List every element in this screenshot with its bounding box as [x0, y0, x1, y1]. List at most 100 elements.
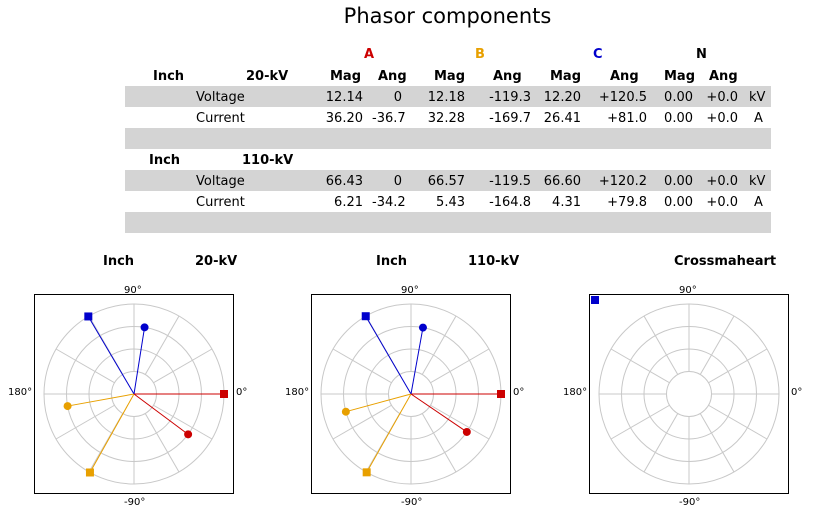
n-ang: +0.0 [706, 111, 738, 126]
row-label: Voltage [196, 174, 245, 189]
b-mag: 5.43 [436, 195, 465, 210]
grid-radial [144, 315, 180, 375]
n-ang: +0.0 [706, 195, 738, 210]
b-ang: -169.7 [489, 111, 531, 126]
a-mag: 66.43 [325, 174, 363, 189]
row-band [125, 212, 771, 233]
row-band [125, 170, 771, 191]
c-mag: 12.20 [543, 90, 581, 105]
grid-radial [332, 404, 392, 440]
plot-2-voltage-level: 110-kV [468, 254, 520, 269]
voltage-marker-b [362, 468, 371, 477]
col-header-n-mag: Mag [664, 69, 696, 84]
c-ang: +81.0 [607, 111, 647, 126]
current-marker-b [341, 407, 350, 416]
unit: A [754, 195, 763, 210]
c-mag: 66.60 [543, 174, 581, 189]
a-mag: 36.20 [325, 111, 363, 126]
unit: A [754, 111, 763, 126]
section-2-voltage-level: 110-kV [242, 153, 294, 168]
current-marker-c [140, 323, 149, 332]
phase-a-header: A [364, 47, 375, 62]
a-ang: -36.7 [372, 111, 406, 126]
voltage-marker-a [220, 390, 228, 398]
axis-label-top: 90° [401, 285, 419, 296]
phasor-plot-20kv [34, 294, 234, 494]
axis-label-left: 180° [563, 387, 588, 398]
unit: kV [749, 174, 766, 189]
current-marker-b [63, 402, 72, 411]
a-ang: 0 [393, 90, 402, 105]
grid-radial [708, 348, 768, 384]
section-1-location: Inch [153, 69, 185, 84]
corner-marker [591, 296, 599, 304]
grid-radial [643, 413, 679, 473]
c-mag: 26.41 [543, 111, 581, 126]
b-ang: -164.8 [489, 195, 531, 210]
col-header-a-ang: Ang [378, 69, 407, 84]
row-label: Voltage [196, 90, 245, 105]
current-phasor-c [410, 327, 424, 395]
axis-label-left: 180° [8, 387, 33, 398]
axis-label-top: 90° [124, 285, 142, 296]
c-mag: 4.31 [552, 195, 581, 210]
axis-label-bottom: -90° [679, 497, 701, 508]
grid-radial [421, 413, 457, 473]
section-2-location: Inch [149, 153, 181, 168]
phase-c-header: C [593, 47, 603, 62]
grid-radial [430, 348, 490, 384]
current-marker-a [462, 427, 471, 436]
axis-label-left: 180° [285, 387, 310, 398]
axis-label-right: 0° [791, 387, 803, 398]
axis-label-top: 90° [679, 285, 697, 296]
grid-radial [144, 413, 180, 473]
phasor-plot-110kv [311, 294, 511, 494]
phase-b-header: B [475, 47, 485, 62]
plot-1-voltage-level: 20-kV [195, 254, 238, 269]
grid-radial [55, 404, 115, 440]
voltage-marker-c [361, 312, 370, 321]
b-mag: 32.28 [427, 111, 465, 126]
c-ang: +120.5 [598, 90, 647, 105]
row-band [125, 86, 771, 107]
grid-radial [421, 315, 457, 375]
grid-radial [699, 315, 735, 375]
grid-circle [666, 371, 712, 417]
phase-n-header: N [696, 47, 707, 62]
plot-1-location: Inch [103, 254, 135, 269]
grid-radial [153, 348, 213, 384]
section-1-voltage-level: 20-kV [246, 69, 289, 84]
b-mag: 12.18 [427, 90, 465, 105]
n-mag: 0.00 [664, 174, 693, 189]
col-header-b-mag: Mag [434, 69, 466, 84]
b-ang: -119.5 [489, 174, 531, 189]
col-header-b-ang: Ang [493, 69, 522, 84]
row-label: Current [196, 111, 245, 126]
polar-chart [43, 303, 228, 485]
c-ang: +79.8 [607, 195, 647, 210]
axis-label-bottom: -90° [124, 497, 146, 508]
current-phasor-c [133, 327, 146, 395]
grid-radial [153, 404, 213, 440]
voltage-phasor-b [89, 393, 135, 473]
voltage-marker-c [84, 312, 93, 321]
current-phasor-a [410, 393, 468, 433]
a-ang: 0 [393, 174, 402, 189]
col-header-a-mag: Mag [330, 69, 362, 84]
phasor-plot-crossmaheart [589, 294, 789, 494]
c-ang: +120.2 [598, 174, 647, 189]
axis-label-right: 0° [513, 387, 525, 398]
unit: kV [749, 90, 766, 105]
a-mag: 12.14 [325, 90, 363, 105]
a-ang: -34.2 [372, 195, 406, 210]
grid-radial [55, 348, 115, 384]
n-ang: +0.0 [706, 174, 738, 189]
n-mag: 0.00 [664, 90, 693, 105]
current-marker-a [184, 430, 193, 439]
b-mag: 66.57 [427, 174, 465, 189]
page-title: Phasor components [343, 4, 552, 28]
grid-radial [643, 315, 679, 375]
plot-3-title: Crossmaheart [674, 254, 777, 269]
voltage-phasor-b [366, 393, 412, 473]
grid-radial [610, 348, 670, 384]
